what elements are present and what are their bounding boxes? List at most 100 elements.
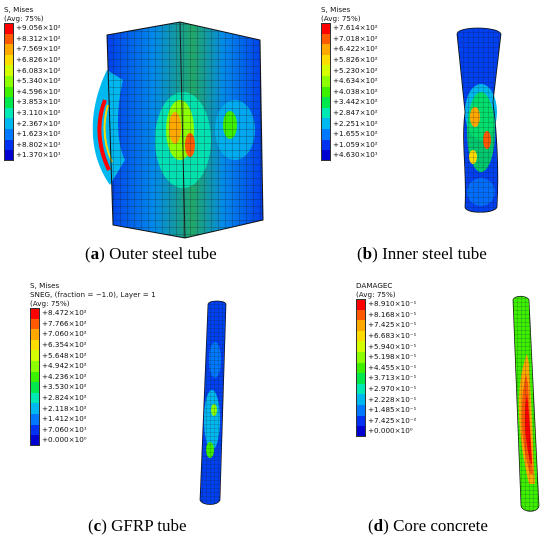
legend-row: +7.060×10¹ <box>30 424 156 436</box>
legend-swatch <box>30 371 40 383</box>
legend-swatch <box>356 394 366 405</box>
legend-row: +4.596×10² <box>4 86 61 98</box>
legend-title-line: SNEG, (fraction = −1.0), Layer = 1 <box>30 290 156 299</box>
legend-row: +8.312×10² <box>4 33 61 45</box>
legend-title-line: (Avg: 75%) <box>4 14 44 23</box>
legend-swatch <box>30 329 40 340</box>
legend-swatch <box>356 341 366 352</box>
legend-row: +1.655×10² <box>321 128 378 140</box>
legend-row: +5.198×10⁻¹ <box>356 351 416 363</box>
legend-row: +9.056×10² <box>4 23 61 34</box>
contour-plot-inner-steel-tube <box>456 27 502 213</box>
legend-row: +5.230×10² <box>321 65 378 76</box>
legend-value: +5.340×10² <box>16 76 61 86</box>
legend-row: +1.623×10² <box>4 128 61 140</box>
legend-value: +8.472×10² <box>42 308 87 318</box>
legend-swatch <box>4 23 14 34</box>
legend-row: +7.060×10² <box>30 329 156 340</box>
legend-value: +7.766×10² <box>42 318 87 328</box>
legend-row: +4.942×10² <box>30 360 156 372</box>
legend-row: +7.425×10⁻¹ <box>356 320 416 331</box>
legend-row: +1.059×10² <box>321 139 378 151</box>
legend-swatch <box>321 44 331 55</box>
legend-swatch <box>30 318 40 330</box>
legend-row: +2.847×10² <box>321 107 378 119</box>
legend-swatch <box>321 65 331 76</box>
legend-row: +2.118×10² <box>30 403 156 414</box>
legend-value: +7.569×10² <box>16 44 61 54</box>
legend-row: +4.634×10² <box>321 75 378 87</box>
legend-swatch <box>321 118 331 129</box>
legend-value: +1.485×10⁻¹ <box>368 405 417 415</box>
legend-row: +2.251×10² <box>321 118 378 129</box>
legend-swatch <box>4 118 14 129</box>
legend-value: +6.083×10² <box>16 65 61 75</box>
legend-title-line: S, Mises <box>4 5 34 14</box>
legend-swatch <box>30 382 40 393</box>
legend-value: +9.056×10² <box>16 23 61 33</box>
legend-value: +8.910×10⁻¹ <box>368 299 417 309</box>
legend-swatch <box>356 426 366 437</box>
legend-value: +2.118×10² <box>42 403 87 413</box>
legend-row: +8.472×10² <box>30 308 156 319</box>
legend-row: +4.038×10² <box>321 86 378 98</box>
legend-swatch <box>4 128 14 140</box>
legend-row: +5.940×10⁻¹ <box>356 341 416 352</box>
legend-row: +2.970×10⁻¹ <box>356 383 416 395</box>
legend-value: +7.060×10² <box>42 329 87 339</box>
legend-value: +3.853×10² <box>16 97 61 107</box>
legend-row: +7.018×10² <box>321 33 378 45</box>
legend-swatch <box>356 351 366 363</box>
legend-swatch <box>321 150 331 161</box>
legend-row: +8.168×10⁻¹ <box>356 309 416 321</box>
legend-swatch <box>4 44 14 55</box>
legend-row: +3.442×10² <box>321 97 378 108</box>
legend-swatch <box>4 75 14 87</box>
legend-title-line: (Avg: 75%) <box>30 299 70 308</box>
legend-title-line: (Avg: 75%) <box>356 290 396 299</box>
legend-title-line: S, Mises <box>30 281 60 290</box>
legend-value: +0.000×10⁰ <box>42 435 87 445</box>
legend-value: +8.802×10¹ <box>16 139 61 149</box>
legend-value: +1.370×10¹ <box>16 150 61 160</box>
legend-value: +1.623×10² <box>16 129 61 139</box>
legend-swatch <box>4 150 14 161</box>
legend-swatch <box>30 435 40 446</box>
legend-row: +3.110×10² <box>4 107 61 119</box>
legend-row: +7.614×10² <box>321 23 378 34</box>
legend-row: +6.354×10² <box>30 339 156 351</box>
legend-swatch <box>321 97 331 108</box>
legend-row: +4.455×10⁻¹ <box>356 362 416 374</box>
legend-value: +5.826×10² <box>333 55 378 65</box>
legend-row: +0.000×10⁰ <box>30 435 156 446</box>
legend-swatch <box>4 107 14 119</box>
legend-value: +4.634×10² <box>333 76 378 86</box>
legend-swatch <box>321 23 331 34</box>
legend-swatch <box>356 309 366 321</box>
legend-row: +3.853×10² <box>4 97 61 108</box>
legend-swatch <box>30 360 40 372</box>
legend-row: +3.713×10⁻¹ <box>356 373 416 384</box>
legend-swatch <box>4 33 14 45</box>
legend-a: S, Mises (Avg: 75%) +9.056×10² +8.312×10²… <box>4 5 61 161</box>
legend-row: +0.000×10⁰ <box>356 426 416 437</box>
caption-b: (b) Inner steel tube <box>357 244 487 263</box>
legend-swatch <box>30 308 40 319</box>
legend-value: +2.824×10² <box>42 393 87 403</box>
legend-swatch <box>356 362 366 374</box>
legend-swatch <box>321 33 331 45</box>
legend-value: +4.038×10² <box>333 86 378 96</box>
caption-a: (a) Outer steel tube <box>85 244 217 263</box>
legend-row: +7.766×10² <box>30 318 156 330</box>
legend-value: +7.614×10² <box>333 23 378 33</box>
legend-value: +6.683×10⁻¹ <box>368 331 417 341</box>
legend-row: +1.412×10² <box>30 413 156 425</box>
legend-row: +1.485×10⁻¹ <box>356 404 417 416</box>
legend-swatch <box>356 415 366 427</box>
legend-value: +7.425×10⁻¹ <box>368 320 417 330</box>
legend-swatch <box>321 86 331 98</box>
legend-swatch <box>356 383 366 395</box>
legend-row: +5.340×10² <box>4 75 61 87</box>
legend-value: +3.110×10² <box>16 108 61 118</box>
legend-value: +1.412×10² <box>42 414 87 424</box>
